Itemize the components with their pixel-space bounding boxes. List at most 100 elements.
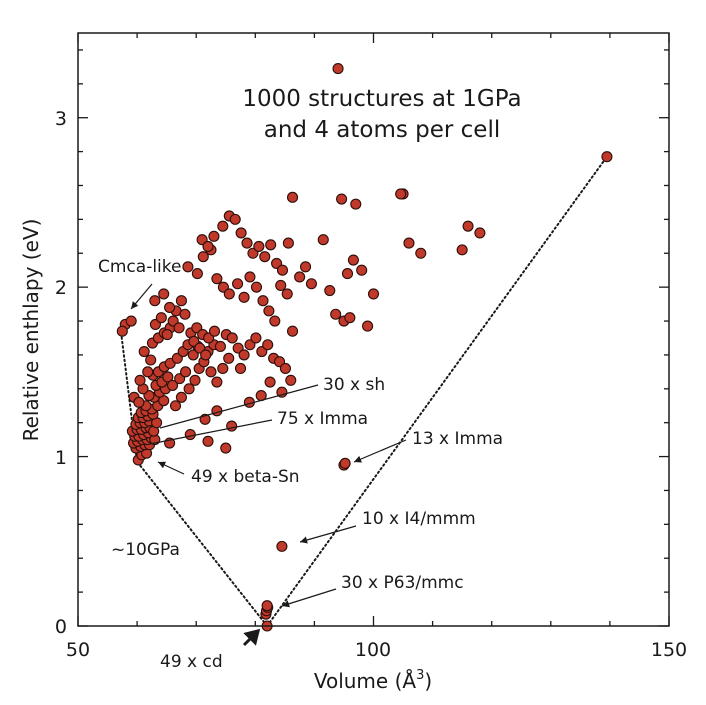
data-point xyxy=(347,254,359,266)
data-point xyxy=(189,374,201,386)
arrow-imma75 xyxy=(149,419,273,445)
data-point xyxy=(474,227,486,239)
data-point xyxy=(211,405,223,417)
hull-line-right xyxy=(266,155,608,627)
data-point xyxy=(205,366,217,378)
data-point xyxy=(175,295,187,307)
arrow-i4mmm xyxy=(299,525,357,544)
data-point xyxy=(263,305,275,317)
arrow-cd xyxy=(242,628,261,647)
data-point xyxy=(403,237,415,249)
x-tick-label-100: 100 xyxy=(355,639,391,661)
data-point xyxy=(134,374,146,386)
chart-title-line-2: and 4 atoms per cell xyxy=(264,117,501,143)
data-point xyxy=(202,435,214,447)
x-axis-title: Volume (Å3) xyxy=(314,668,432,693)
data-point xyxy=(336,193,348,205)
data-point xyxy=(286,191,299,203)
arrow-p63 xyxy=(281,588,337,608)
data-point xyxy=(220,442,232,454)
data-point xyxy=(299,261,312,273)
data-point xyxy=(125,315,137,327)
data-point xyxy=(217,220,229,232)
data-point xyxy=(462,220,474,232)
data-point xyxy=(264,376,276,388)
data-point xyxy=(229,213,241,225)
data-point xyxy=(250,332,262,344)
data-point xyxy=(223,352,235,364)
data-point xyxy=(250,281,263,293)
data-point xyxy=(223,288,235,300)
data-point xyxy=(281,288,293,300)
x-tick-label-50: 50 xyxy=(66,639,90,661)
data-point xyxy=(155,312,167,324)
data-point xyxy=(269,315,281,327)
data-points xyxy=(116,63,613,632)
data-point xyxy=(187,349,199,361)
y-tick-label-2: 2 xyxy=(55,277,67,299)
data-point xyxy=(305,278,317,290)
data-point xyxy=(158,288,170,300)
data-point xyxy=(116,325,128,337)
data-point xyxy=(149,295,161,307)
data-point xyxy=(415,247,427,259)
data-point xyxy=(275,279,287,291)
data-point xyxy=(234,362,247,375)
data-point xyxy=(294,271,306,283)
data-point xyxy=(133,396,145,408)
data-point xyxy=(183,383,195,395)
data-point xyxy=(344,312,356,324)
data-point xyxy=(208,325,221,337)
data-point xyxy=(180,366,192,378)
data-point xyxy=(241,237,253,249)
data-point xyxy=(350,198,362,210)
chart-title-line-1: 1000 structures at 1GPa xyxy=(242,86,521,112)
data-point xyxy=(285,374,297,386)
data-point xyxy=(191,268,203,280)
y-tick-label-1: 1 xyxy=(55,447,67,469)
x-tick-label-150: 150 xyxy=(651,639,687,661)
arrow-cmca xyxy=(130,283,153,310)
data-point xyxy=(332,63,344,75)
axis-ticks xyxy=(77,33,670,627)
data-point xyxy=(184,428,196,441)
data-point xyxy=(164,301,176,314)
data-point xyxy=(238,349,250,361)
data-point xyxy=(330,308,342,320)
data-point xyxy=(217,362,229,375)
data-point xyxy=(362,320,374,332)
annotation-gpa: ~10GPa xyxy=(111,540,180,560)
data-point xyxy=(197,251,209,263)
data-point xyxy=(145,354,157,366)
data-point xyxy=(211,376,223,388)
data-point xyxy=(214,340,226,352)
data-point xyxy=(259,251,271,263)
data-point xyxy=(235,227,247,239)
annotation-i4mmm: 10 x I4/mmm xyxy=(362,509,476,529)
data-point xyxy=(276,264,289,276)
data-point xyxy=(262,339,274,351)
annotation-cmca: Cmca-like xyxy=(98,257,181,277)
data-point xyxy=(341,268,354,280)
data-point xyxy=(244,271,256,283)
data-point xyxy=(282,237,294,249)
annotation-betasn: 49 x beta-Sn xyxy=(191,467,300,487)
data-point xyxy=(253,240,265,253)
data-point xyxy=(238,291,250,303)
data-point xyxy=(395,188,407,200)
annotation-imma75: 75 x Imma xyxy=(277,409,368,429)
data-point xyxy=(324,284,336,297)
data-point xyxy=(317,234,329,246)
data-point xyxy=(257,295,269,307)
y-axis-title: Relative enthlapy (eV) xyxy=(19,219,43,442)
data-point xyxy=(211,273,223,285)
data-point xyxy=(138,345,150,358)
annotation-cd: 49 x cd xyxy=(160,652,223,672)
arrow-imma13 xyxy=(353,439,407,463)
data-point xyxy=(226,420,238,432)
data-point xyxy=(142,366,154,378)
data-point xyxy=(182,261,194,273)
data-point xyxy=(173,322,185,334)
data-point xyxy=(200,349,212,361)
